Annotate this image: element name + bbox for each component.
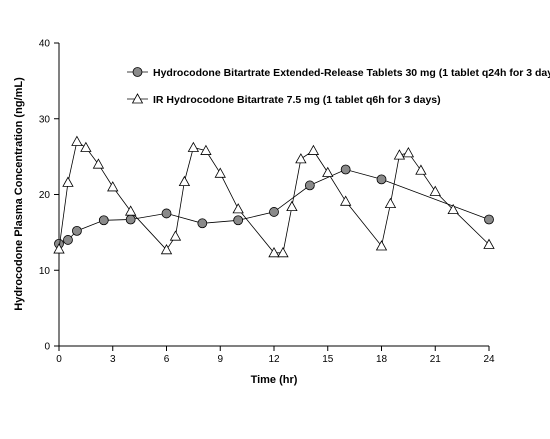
series-line xyxy=(58,140,490,254)
data-point xyxy=(304,180,315,191)
legend-er-marker xyxy=(132,67,143,77)
data-point xyxy=(124,205,137,216)
y-tick-label: 20 xyxy=(39,190,51,201)
x-tick-label: 6 xyxy=(164,354,170,365)
data-point xyxy=(92,158,105,169)
data-point xyxy=(197,218,208,229)
x-tick-label: 12 xyxy=(268,354,280,365)
data-point xyxy=(63,235,73,245)
y-axis-title: Hydrocodone Plasma Concentration (ng/mL) xyxy=(13,77,25,311)
legend-item-ir: IR Hydrocodone Bitartrate 7.5 mg (1 tabl… xyxy=(127,93,441,106)
x-tick-label: 18 xyxy=(376,354,388,365)
data-point xyxy=(375,240,388,251)
legend-er-label: Hydrocodone Bitartrate Extended-Release … xyxy=(153,67,550,79)
legend-item-er: Hydrocodone Bitartrate Extended-Release … xyxy=(127,67,550,79)
data-point xyxy=(98,215,109,226)
data-point xyxy=(277,247,289,258)
data-point xyxy=(178,175,191,187)
data-point xyxy=(53,243,65,254)
legend-ir-label: IR Hydrocodone Bitartrate 7.5 mg (1 tabl… xyxy=(153,94,441,106)
legend-ir-marker xyxy=(131,93,144,104)
x-axis-title: Time (hr) xyxy=(251,374,298,386)
data-point xyxy=(161,208,172,219)
x-tick-label: 21 xyxy=(430,354,442,365)
data-point xyxy=(295,153,307,164)
series-1 xyxy=(54,164,494,249)
data-point xyxy=(384,197,397,208)
y-tick-label: 0 xyxy=(44,342,50,353)
data-point xyxy=(483,238,495,249)
data-point xyxy=(125,214,136,225)
data-point xyxy=(233,215,244,226)
data-point xyxy=(160,243,173,255)
legend: Hydrocodone Bitartrate Extended-Release … xyxy=(127,67,550,106)
series-line xyxy=(58,169,490,245)
x-tick-label: 24 xyxy=(483,354,495,365)
x-axis-ticks: 0 3 6 9 12 15 18 21 24 xyxy=(56,346,495,365)
data-point xyxy=(307,144,320,155)
data-point xyxy=(376,174,387,185)
data-point xyxy=(484,214,494,225)
data-point xyxy=(402,147,415,158)
data-point xyxy=(415,164,427,175)
data-point xyxy=(286,200,298,212)
y-tick-label: 30 xyxy=(39,114,51,125)
data-point xyxy=(200,144,212,155)
data-point xyxy=(268,247,280,258)
x-tick-label: 0 xyxy=(56,354,62,365)
y-tick-label: 40 xyxy=(39,39,51,50)
data-point xyxy=(80,141,92,152)
series-layer xyxy=(53,135,495,258)
y-axis-ticks: 0 10 20 30 40 xyxy=(39,39,59,353)
y-tick-label: 10 xyxy=(39,266,51,277)
data-point xyxy=(62,176,74,187)
x-tick-label: 3 xyxy=(110,354,116,365)
data-point xyxy=(71,135,83,146)
data-point xyxy=(393,149,406,160)
data-point xyxy=(269,207,279,217)
data-point xyxy=(107,181,119,192)
data-point xyxy=(214,167,226,178)
x-tick-label: 9 xyxy=(217,354,223,365)
data-point xyxy=(187,141,200,152)
plot-frame xyxy=(58,43,489,347)
data-point xyxy=(322,166,334,177)
data-point xyxy=(339,195,352,206)
x-tick-label: 15 xyxy=(322,354,334,365)
series-2 xyxy=(53,135,495,258)
data-point xyxy=(169,230,182,241)
data-point xyxy=(429,185,441,196)
data-point xyxy=(447,203,459,215)
data-point xyxy=(232,203,244,214)
data-point xyxy=(72,225,82,236)
data-point xyxy=(340,164,351,175)
